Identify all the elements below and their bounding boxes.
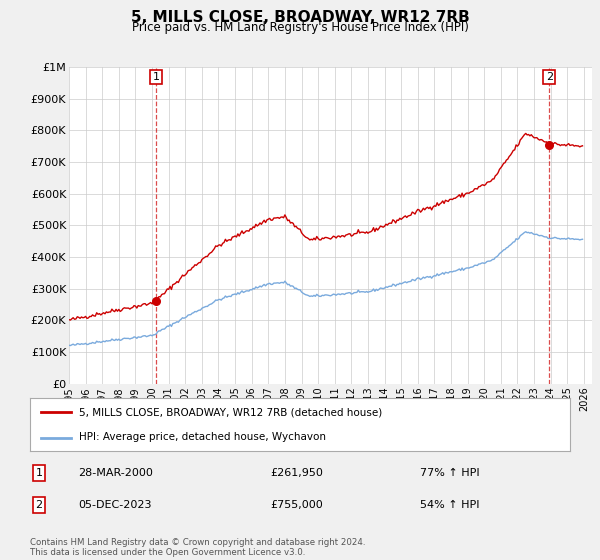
Text: 05-DEC-2023: 05-DEC-2023 bbox=[78, 500, 151, 510]
Text: 5, MILLS CLOSE, BROADWAY, WR12 7RB (detached house): 5, MILLS CLOSE, BROADWAY, WR12 7RB (deta… bbox=[79, 408, 382, 418]
Text: 1: 1 bbox=[152, 72, 160, 82]
Text: Price paid vs. HM Land Registry's House Price Index (HPI): Price paid vs. HM Land Registry's House … bbox=[131, 21, 469, 34]
Text: 2: 2 bbox=[546, 72, 553, 82]
Text: 5, MILLS CLOSE, BROADWAY, WR12 7RB: 5, MILLS CLOSE, BROADWAY, WR12 7RB bbox=[131, 10, 469, 25]
Text: £755,000: £755,000 bbox=[270, 500, 323, 510]
Text: £261,950: £261,950 bbox=[270, 468, 323, 478]
Text: Contains HM Land Registry data © Crown copyright and database right 2024.
This d: Contains HM Land Registry data © Crown c… bbox=[30, 538, 365, 557]
Text: 2: 2 bbox=[35, 500, 43, 510]
Text: 1: 1 bbox=[35, 468, 43, 478]
Text: 54% ↑ HPI: 54% ↑ HPI bbox=[420, 500, 479, 510]
Text: 77% ↑ HPI: 77% ↑ HPI bbox=[420, 468, 479, 478]
Text: HPI: Average price, detached house, Wychavon: HPI: Average price, detached house, Wych… bbox=[79, 432, 326, 442]
Text: 28-MAR-2000: 28-MAR-2000 bbox=[78, 468, 153, 478]
